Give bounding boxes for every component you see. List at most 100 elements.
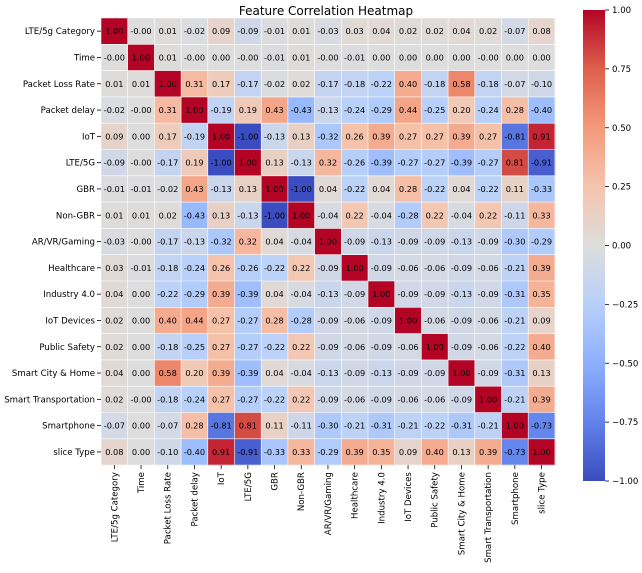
heatmap-cell [448,438,476,466]
heatmap-cell [261,175,289,203]
cell-value-label: 0.01 [105,210,123,220]
heatmap-cell [127,96,155,124]
cell-value-label: -0.26 [237,263,258,273]
cell-value-label: 0.17 [159,131,177,141]
heatmap-cell [501,228,529,256]
heatmap-cell [127,228,155,256]
heatmap-cell [341,333,369,361]
heatmap-cell [501,438,529,466]
x-axis-labels: LTE/5g Category Time Packet Loss Rate Packe… [110,465,548,563]
heatmap-cell [287,333,315,361]
x-tick-label: Non-GBR [297,472,307,511]
y-tick-label: Healthcare [48,264,95,274]
heatmap-cell [154,96,182,124]
cell-value-label: 0.39 [452,131,470,141]
colorbar-tick-label: 0.75 [612,65,631,75]
cell-value-label: -0.25 [424,105,445,115]
heatmap-cell [287,438,315,466]
heatmap-cell [421,307,449,334]
cell-value-label: 0.28 [399,184,417,194]
cell-value-label: 0.91 [212,447,230,457]
cell-value-label: 0.81 [239,421,257,431]
cell-value-label: -0.13 [184,237,205,247]
cell-value-label: -0.13 [451,237,472,247]
heatmap-cell [448,18,476,45]
heatmap-cell [368,228,396,256]
cell-value-label: 0.01 [292,52,310,62]
heatmap-cell [314,202,342,229]
heatmap-cell [154,386,182,413]
heatmap-cell [181,44,209,71]
cell-value-label: -0.18 [157,342,178,352]
cell-value-label: -0.06 [397,263,418,273]
heatmap-cell [394,254,422,282]
heatmap-cell [154,254,182,282]
cell-value-label: 0.00 [132,342,150,352]
cell-value-label: -0.13 [371,237,392,247]
cell-value-label: -0.11 [504,210,525,220]
cell-value-label: 0.00 [132,131,150,141]
heatmap-cell [341,70,369,98]
cell-value-label: 0.22 [292,394,310,404]
heatmap-cell [101,386,129,413]
colorbar-tick-label: −0.25 [612,300,638,310]
heatmap-cell [368,254,396,282]
heatmap-cell [154,149,182,177]
cell-value-label: 0.13 [212,210,230,220]
heatmap-cell [528,386,556,413]
cell-value-label: -0.00 [184,52,205,62]
heatmap-cell [207,175,235,203]
heatmap-cell [368,333,396,361]
heatmap-cell [421,412,449,440]
heatmap-cell [127,281,155,308]
cell-value-label: 0.40 [426,447,444,457]
cell-value-label: -1.00 [264,210,285,220]
cell-value-label: 0.04 [265,368,283,378]
heatmap-cell [234,333,262,361]
heatmap-cell [181,123,209,150]
heatmap-cell [181,175,209,203]
heatmap-cell [287,44,315,71]
cell-value-label: -0.09 [317,394,338,404]
cell-value-label: 0.09 [532,315,550,325]
heatmap-cell [474,438,502,466]
heatmap-cell [501,254,529,282]
cell-value-label: -0.06 [397,394,418,404]
heatmap-cell [421,96,449,124]
y-tick-label: Packet delay [41,106,95,116]
cell-value-label: 0.39 [346,447,364,457]
heatmap-cell [207,386,235,413]
heatmap-cell [314,175,342,203]
cell-value-label: 1.00 [479,394,497,404]
heatmap-cell [207,202,235,229]
cell-value-label: -0.07 [104,421,125,431]
heatmap-cell [234,254,262,282]
heatmap-cell [181,96,209,124]
heatmap-cell [261,44,289,71]
cell-value-label: -0.28 [397,210,418,220]
cell-value-label: 0.00 [132,421,150,431]
cell-value-label: -0.13 [264,131,285,141]
heatmap-cell [154,307,182,334]
cell-value-label: 0.00 [399,52,417,62]
heatmap-cell [528,96,556,124]
heatmap-cell [341,307,369,334]
heatmap-cell [341,175,369,203]
heatmap-cell [394,175,422,203]
heatmap-cell [421,386,449,413]
cell-value-label: 0.04 [319,184,337,194]
colorbar: 1.00 0.75 0.50 0.25 0.00 −0.25 −0.50 −0.75 −1.00 [583,6,638,487]
heatmap-cell [501,281,529,308]
cell-value-label: 0.04 [265,237,283,247]
heatmap-cell [101,412,129,440]
heatmap-cell [448,96,476,124]
heatmap-cell [474,281,502,308]
x-tick-label: Packet Loss Rate [164,472,174,544]
cell-value-label: -0.09 [424,289,445,299]
heatmap-cell [261,359,289,387]
heatmap-cell [234,70,262,98]
cell-value-label: -0.24 [184,394,205,404]
y-tick-label: LTE/5G [66,159,95,169]
heatmap-cell [314,70,342,98]
cell-value-label: 0.01 [159,52,177,62]
